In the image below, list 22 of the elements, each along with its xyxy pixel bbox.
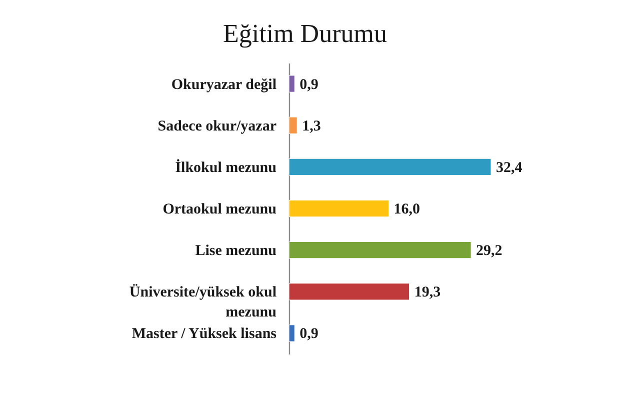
data-label: 0,9 xyxy=(300,326,318,342)
y-tick-label: Üniversite/yüksek okul mezunu xyxy=(129,284,276,321)
y-tick-label: Master / Yüksek lisans xyxy=(132,326,277,342)
y-tick-label: Ortaokul mezunu xyxy=(162,202,276,218)
data-label: 16,0 xyxy=(394,202,420,218)
data-label: 29,2 xyxy=(476,243,502,260)
data-label: 19,3 xyxy=(414,284,441,301)
y-tick-label: Okuryazar değil xyxy=(171,76,276,93)
bar xyxy=(288,75,295,92)
bar xyxy=(288,283,410,300)
bar xyxy=(288,158,492,176)
bar xyxy=(288,116,298,134)
bar xyxy=(288,242,472,259)
y-tick-label: İlkokul mezunu xyxy=(175,158,276,176)
bar xyxy=(288,324,295,342)
y-tick-label: Lise mezunu xyxy=(195,243,276,260)
chart-title: Eğitim Durumu xyxy=(223,19,387,48)
data-label: 32,4 xyxy=(496,160,523,176)
y-tick-label: Sadece okur/yazar xyxy=(158,118,277,134)
data-label: 1,3 xyxy=(302,118,321,134)
data-label: 0,9 xyxy=(300,76,318,93)
bar xyxy=(288,200,390,218)
